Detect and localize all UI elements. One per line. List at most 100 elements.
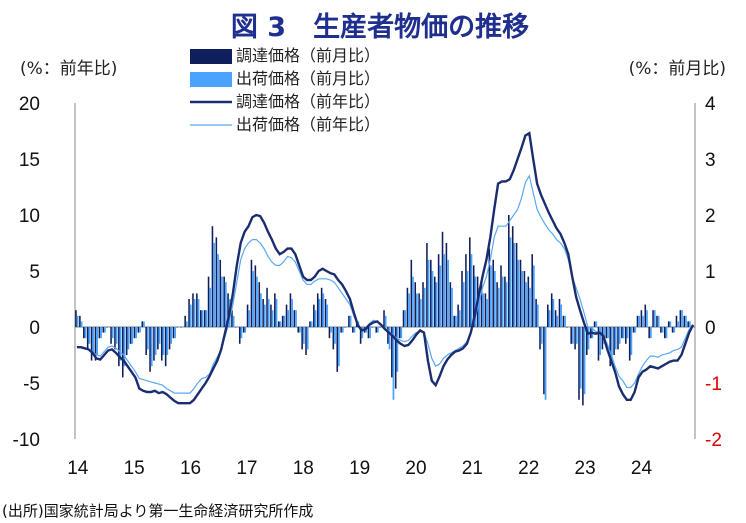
shipment-mom-bar (408, 293, 410, 327)
purchase-mom-bar (535, 299, 537, 327)
legend-label: 調達価格（前月比） (236, 46, 380, 65)
shipment-mom-bar (252, 271, 254, 327)
shipment-mom-bar (92, 327, 95, 355)
shipment-mom-bar (642, 315, 644, 327)
shipment-mom-bar (299, 327, 301, 333)
purchase-mom-bar (679, 310, 682, 327)
purchase-mom-bar (648, 327, 650, 339)
purchase-mom-bar (492, 259, 494, 327)
shipment-mom-bar (111, 327, 114, 339)
purchase-mom-bar (285, 304, 288, 327)
purchase-mom-bar (125, 327, 128, 355)
purchase-mom-bar (406, 287, 409, 327)
purchase-mom-bar (242, 327, 245, 333)
shipment-mom-bar (575, 327, 578, 344)
shipment-mom-bar (291, 299, 293, 327)
x-tick-label: 15 (124, 458, 145, 479)
purchase-mom-bar (313, 304, 315, 327)
purchase-mom-bar (118, 327, 120, 367)
purchase-mom-bar (640, 310, 643, 327)
purchase-mom-bar (160, 327, 163, 361)
purchase-mom-bar (644, 304, 647, 327)
shipment-mom-bar (439, 265, 442, 327)
purchase-mom-bar (449, 282, 452, 327)
purchase-mom-bar (597, 327, 600, 361)
left-tick-label: 10 (19, 206, 40, 227)
purchase-mom-bar (660, 327, 662, 333)
shipment-mom-bar (80, 321, 83, 327)
purchase-mom-bar (106, 327, 108, 328)
purchase-mom-bar (348, 315, 350, 327)
purchase-mom-bar (652, 310, 654, 327)
purchase-mom-bar (289, 293, 292, 327)
shipment-mom-bar (532, 265, 535, 327)
purchase-mom-bar (223, 276, 225, 327)
shipment-mom-bar (447, 259, 449, 327)
shipment-mom-bar (178, 327, 180, 328)
purchase-mom-bar (250, 259, 253, 327)
shipment-mom-bar (232, 315, 235, 327)
purchase-mom-bar (188, 299, 190, 327)
shipment-mom-bar (306, 327, 309, 350)
shipment-mom-bar (330, 327, 332, 333)
shipment-mom-bar (396, 327, 399, 372)
purchase-mom-bar (465, 254, 467, 327)
purchase-mom-bar (246, 304, 249, 327)
chart-title: 図 3 生産者物価の推移 (231, 11, 529, 43)
purchase-mom-bar (383, 310, 385, 327)
shipment-mom-bar (509, 237, 512, 327)
x-tick-label: 19 (349, 458, 370, 479)
shipment-mom-bar (661, 327, 664, 333)
shipment-mom-bar (224, 282, 227, 327)
left-tick-label: 15 (19, 150, 40, 171)
shipment-mom-bar (462, 282, 465, 327)
purchase-mom-bar (527, 276, 530, 327)
shipment-mom-bar (454, 315, 457, 327)
shipment-mom-bar (607, 327, 609, 339)
purchase-mom-bar (558, 299, 561, 327)
right-tick-label: -2 (705, 430, 722, 451)
shipment-mom-bar (295, 310, 297, 327)
shipment-mom-bar (669, 321, 672, 327)
purchase-mom-bar (375, 327, 378, 333)
x-tick-label: 18 (293, 458, 314, 479)
purchase-mom-bar (336, 327, 339, 372)
x-tick-label: 14 (67, 458, 89, 479)
shipment-mom-bar (618, 327, 621, 344)
purchase-mom-bar (332, 327, 335, 350)
shipment-mom-bar (174, 327, 176, 339)
purchase-mom-bar (387, 327, 389, 344)
purchase-mom-bar (539, 327, 541, 350)
purchase-mom-bar (605, 327, 608, 339)
purchase-mom-bar (578, 327, 580, 400)
shipment-mom-bar (416, 293, 418, 327)
shipment-mom-bar (673, 327, 676, 333)
purchase-mom-bar (359, 327, 362, 344)
purchase-mom-bar (211, 226, 214, 327)
shipment-mom-bar (677, 321, 680, 327)
shipment-mom-bar (182, 327, 184, 328)
shipment-mom-bar (353, 327, 356, 333)
x-tick-label: 16 (180, 458, 201, 479)
purchase-mom-bar (609, 327, 611, 367)
purchase-mom-bar (628, 327, 631, 361)
shipment-mom-bars (76, 237, 695, 400)
shipment-mom-bar (400, 327, 403, 339)
purchase-mom-bar (550, 293, 553, 327)
shipment-mom-bar (314, 310, 317, 327)
shipment-mom-bar (466, 271, 469, 327)
shipment-mom-bar (470, 254, 473, 327)
right-tick-label: -1 (705, 374, 722, 395)
shipment-yoy-line (76, 174, 694, 394)
shipment-mom-bar (279, 321, 282, 327)
purchase-mom-bar (203, 310, 206, 327)
purchase-mom-bar (547, 304, 549, 327)
purchase-mom-bar (215, 237, 218, 327)
purchase-mom-bar (582, 327, 584, 406)
purchase-mom-bar (266, 287, 268, 327)
purchase-mom-bar (617, 327, 619, 350)
shipment-mom-bar (443, 254, 446, 327)
shipment-mom-bar (217, 254, 219, 327)
shipment-mom-bar (513, 243, 516, 327)
